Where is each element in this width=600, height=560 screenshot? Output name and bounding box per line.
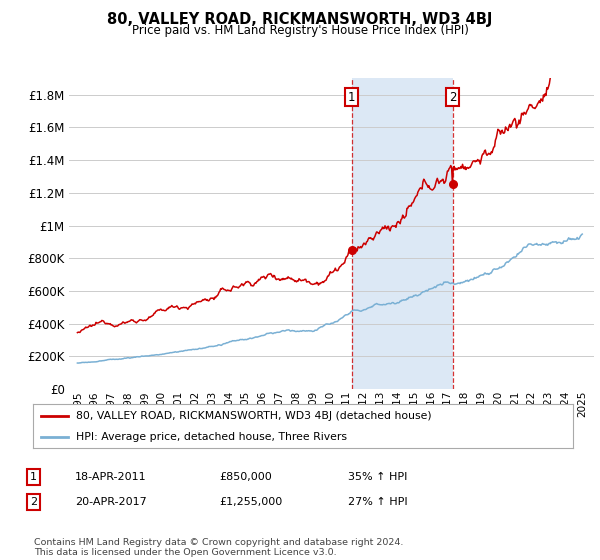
Text: HPI: Average price, detached house, Three Rivers: HPI: Average price, detached house, Thre… — [76, 432, 347, 442]
Text: 2: 2 — [449, 91, 457, 104]
Bar — [352, 78, 452, 389]
Text: Price paid vs. HM Land Registry's House Price Index (HPI): Price paid vs. HM Land Registry's House … — [131, 24, 469, 36]
Text: 1: 1 — [348, 91, 355, 104]
Text: £1,255,000: £1,255,000 — [219, 497, 282, 507]
Text: 27% ↑ HPI: 27% ↑ HPI — [348, 497, 407, 507]
Text: 2: 2 — [30, 497, 37, 507]
Text: 80, VALLEY ROAD, RICKMANSWORTH, WD3 4BJ: 80, VALLEY ROAD, RICKMANSWORTH, WD3 4BJ — [107, 12, 493, 27]
Text: 20-APR-2017: 20-APR-2017 — [75, 497, 147, 507]
Text: 35% ↑ HPI: 35% ↑ HPI — [348, 472, 407, 482]
Text: 1: 1 — [30, 472, 37, 482]
Text: 18-APR-2011: 18-APR-2011 — [75, 472, 146, 482]
Text: £850,000: £850,000 — [219, 472, 272, 482]
Text: 80, VALLEY ROAD, RICKMANSWORTH, WD3 4BJ (detached house): 80, VALLEY ROAD, RICKMANSWORTH, WD3 4BJ … — [76, 411, 432, 421]
Text: Contains HM Land Registry data © Crown copyright and database right 2024.
This d: Contains HM Land Registry data © Crown c… — [34, 538, 403, 557]
